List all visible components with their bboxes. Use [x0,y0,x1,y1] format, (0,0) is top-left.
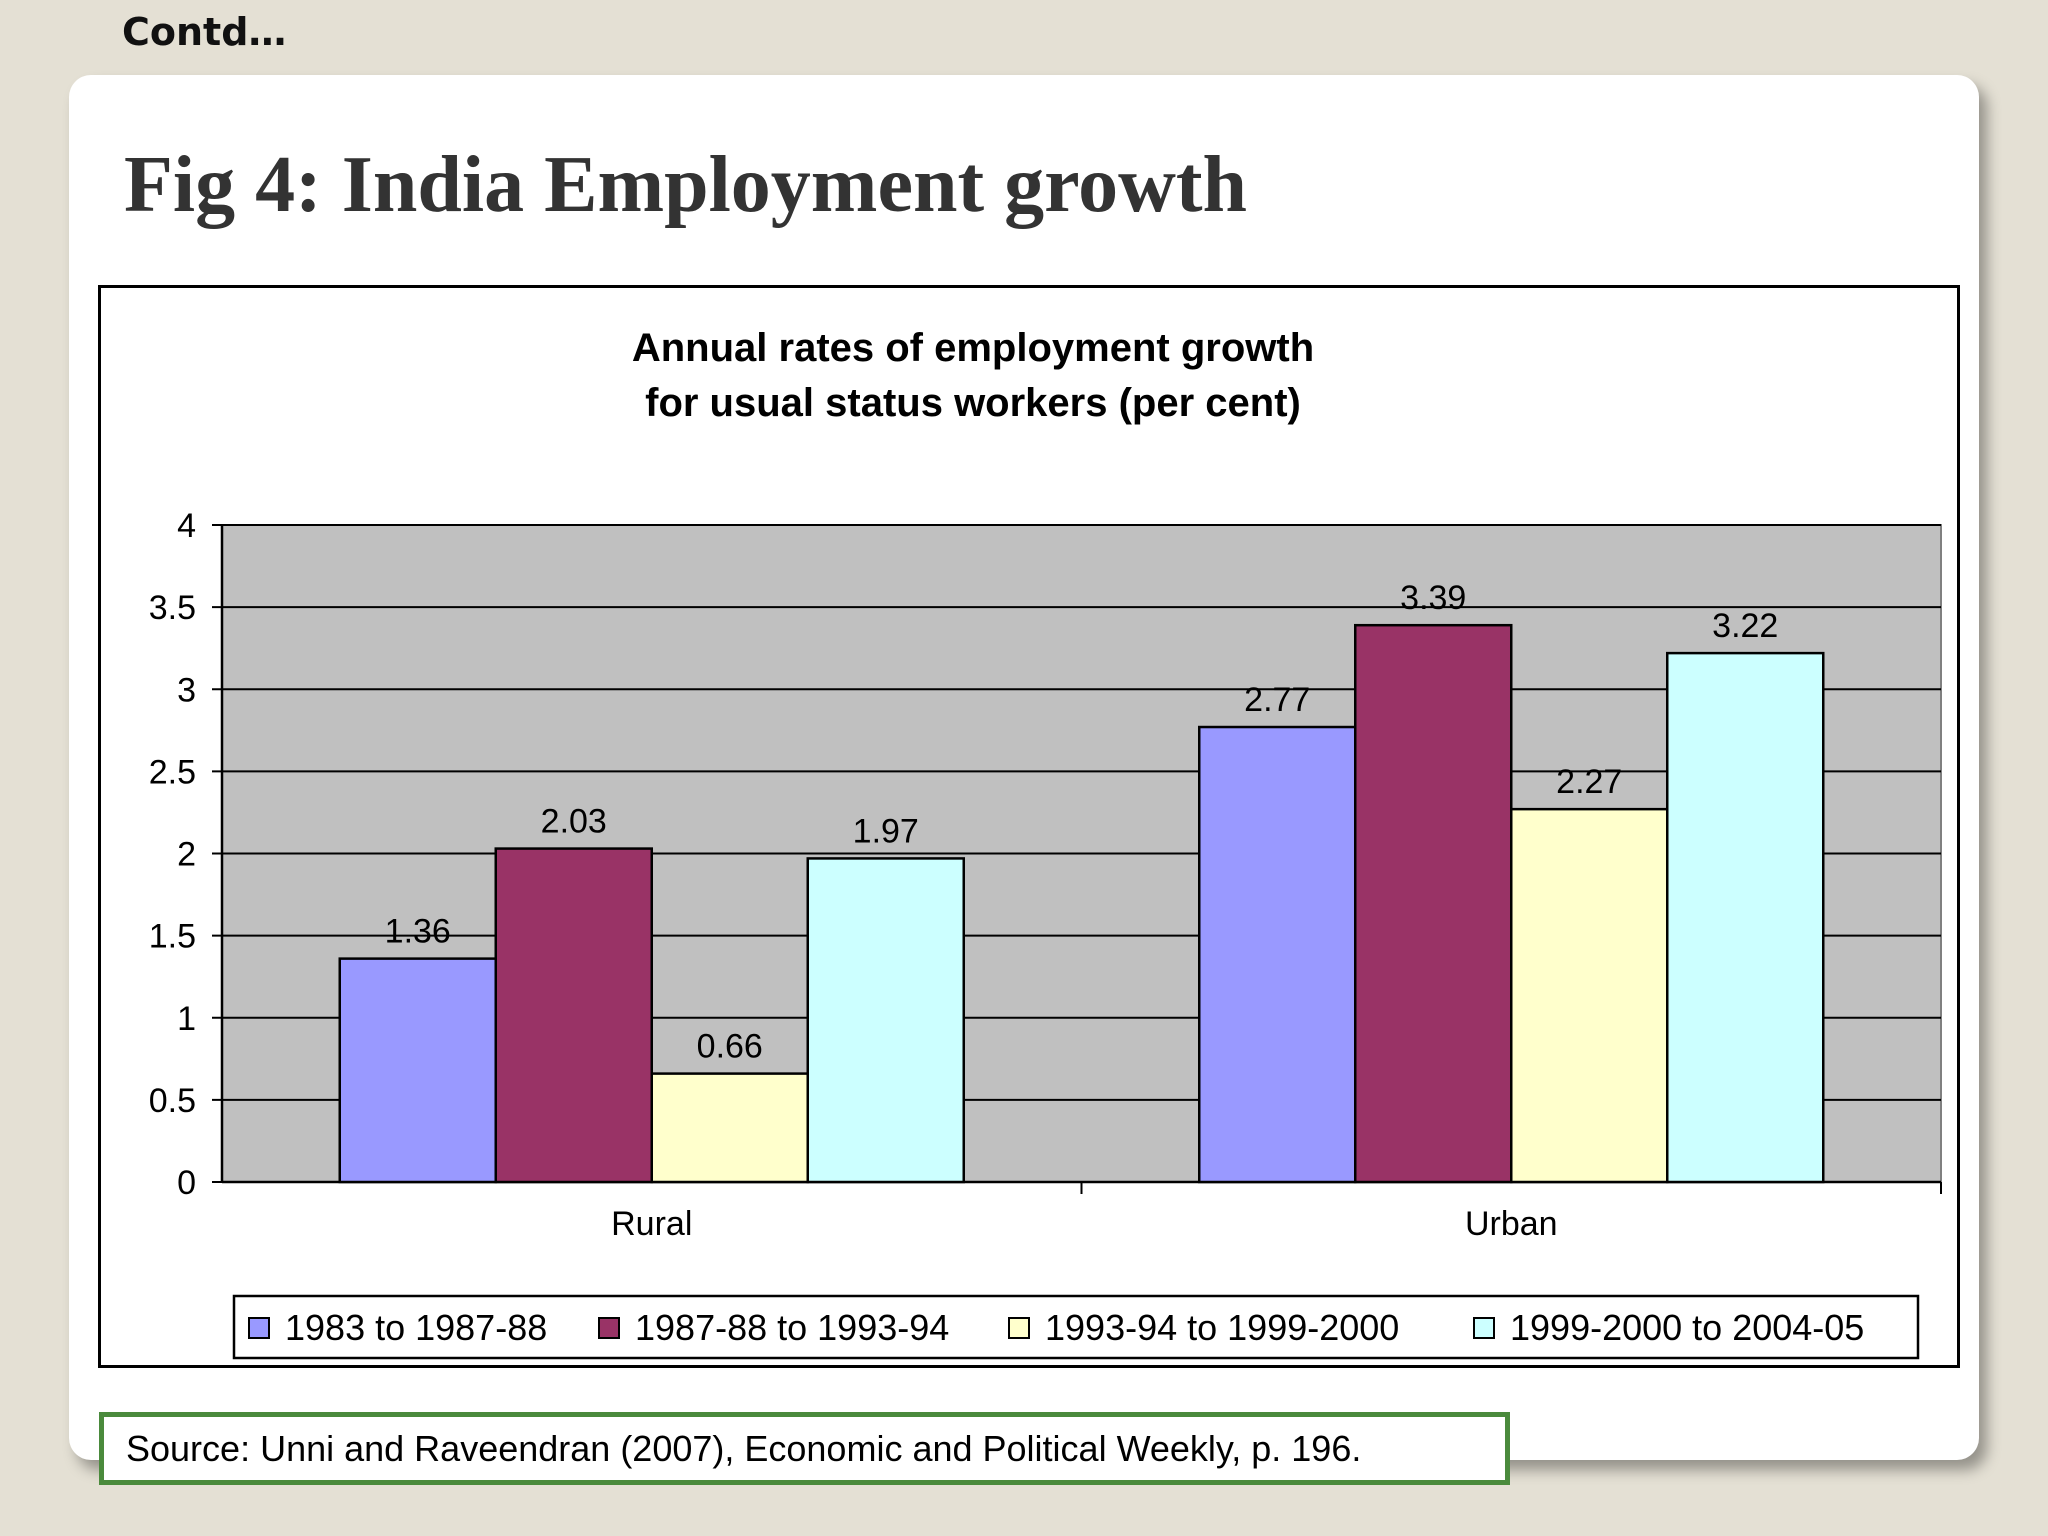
y-tick-label: 2 [177,836,196,874]
data-label: 1.97 [853,812,919,850]
source-box: Source: Unni and Raveendran (2007), Econ… [99,1412,1510,1485]
legend-entry: 1983 to 1987-88 [285,1307,547,1348]
y-tick-label: 1 [177,1000,196,1038]
bar [650,1072,809,1184]
legend-swatch [1008,1317,1030,1339]
y-tick-label: 0 [177,1164,196,1202]
legend: 1983 to 1987-88 1987-88 to 1993-94 1993-94… [232,1294,1920,1360]
chart-title-line-2: for usual status workers (per cent) [645,381,1301,425]
y-tick-label: 0.5 [149,1082,196,1120]
bar [1354,623,1513,1184]
data-label: 2.03 [541,803,607,841]
data-label: 1.36 [385,913,451,951]
legend-entry: 1999-2000 to 2004-05 [1510,1307,1864,1348]
legend-entry: 1987-88 to 1993-94 [635,1307,949,1348]
category-label: Rural [611,1205,692,1243]
data-label: 2.77 [1244,681,1310,719]
legend-entry: 1993-94 to 1999-2000 [1045,1307,1399,1348]
bar [494,847,653,1184]
legend-swatch [248,1317,270,1339]
bar [1666,651,1825,1184]
chart-frame: Annual rates of employment growth for us… [98,285,1960,1368]
legend-swatch [1473,1317,1495,1339]
data-label: 2.27 [1556,763,1622,801]
y-tick-label: 3 [177,671,196,709]
data-label: 0.66 [697,1028,763,1066]
data-label: 3.22 [1712,607,1778,645]
y-tick-label: 2.5 [149,753,196,791]
bar [1510,807,1669,1184]
y-tick-label: 1.5 [149,918,196,956]
bar-chart: Annual rates of employment growth for us… [149,326,1942,1360]
plot-area: 0 0.5 1 1.5 2 2.5 3 3.5 4 1.36 2.03 0.66 1.97 Rural 2.… [149,507,1942,1243]
legend-box [232,1294,1920,1360]
y-tick-label: 3.5 [149,589,196,627]
y-tick-label: 4 [177,507,196,545]
source-citation: Source: Unni and Raveendran (2007), Econ… [126,1427,1362,1469]
bar [1198,725,1357,1184]
bar [806,857,965,1184]
chart-title-line-1: Annual rates of employment growth [632,326,1314,370]
slide-title: Fig 4: India Employment growth [124,141,1248,229]
legend-swatch [598,1317,620,1339]
data-label: 3.39 [1400,579,1466,617]
bar [338,957,497,1184]
category-label: Urban [1465,1205,1558,1243]
contd-label: Contd… [122,10,287,54]
